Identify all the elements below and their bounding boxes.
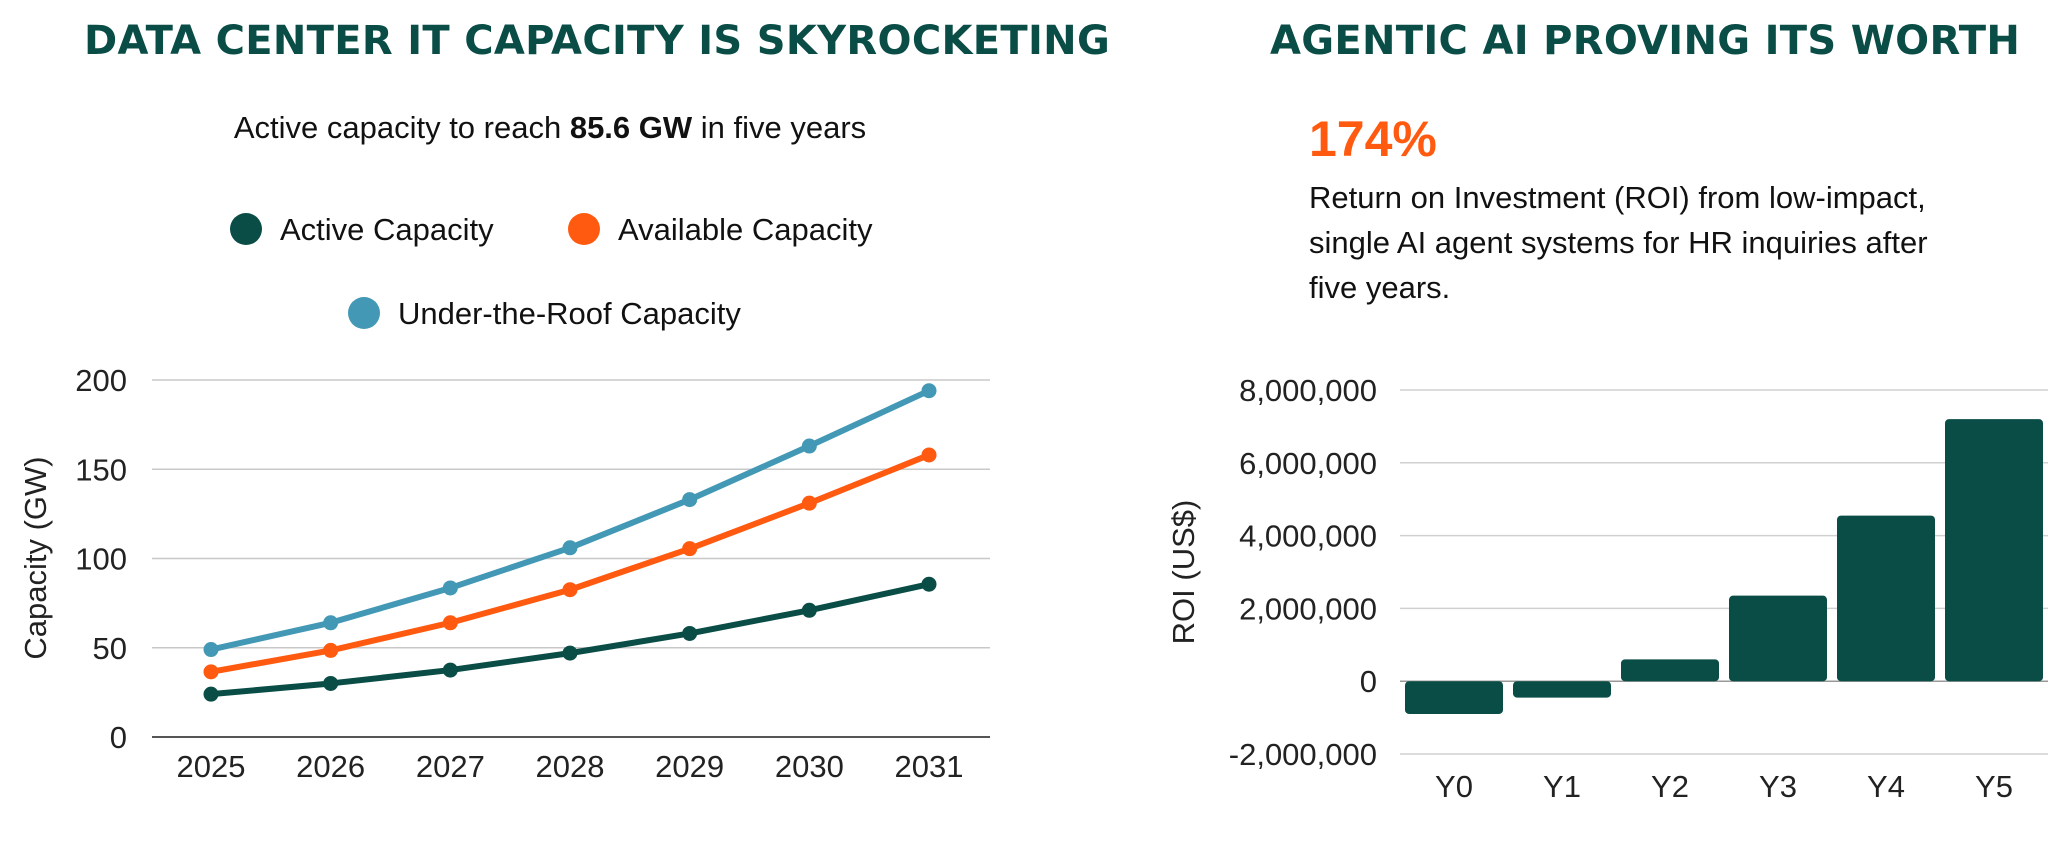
roi-bar	[1513, 681, 1611, 698]
data-point-under-roof	[203, 642, 219, 658]
legend-label-under-roof: Under-the-Roof Capacity	[398, 296, 741, 331]
legend-item-under-roof: Under-the-Roof Capacity	[348, 296, 741, 332]
bar-x-tick-label: Y2	[1651, 769, 1689, 804]
data-point-under-roof	[323, 615, 339, 631]
data-point-active	[203, 686, 219, 702]
bar-x-tick-label: Y1	[1543, 769, 1581, 804]
data-point-available	[562, 582, 578, 598]
data-point-available	[203, 664, 219, 680]
data-point-under-roof	[562, 540, 578, 556]
bar-y-tick-label: 0	[1360, 664, 1377, 699]
line-y-tick-label: 0	[110, 720, 127, 755]
legend-label-active: Active Capacity	[280, 212, 494, 247]
data-point-active	[442, 662, 458, 678]
roi-bar	[1945, 419, 2043, 682]
line-y-tick-label: 100	[75, 542, 127, 577]
subtitle-highlight: 85.6 GW	[569, 110, 693, 145]
line-y-tick-label: 200	[75, 363, 127, 398]
legend-item-active: Active Capacity	[230, 212, 494, 248]
bar-y-tick-label: 6,000,000	[1239, 446, 1377, 481]
roi-description: Return on Investment (ROI) from low-impa…	[1309, 180, 1928, 305]
data-point-under-roof	[921, 383, 937, 399]
line-x-tick-label: 2026	[296, 749, 365, 784]
data-point-under-roof	[801, 438, 817, 454]
data-point-available	[921, 447, 937, 463]
subtitle-suffix: in five years	[692, 110, 867, 145]
data-point-active	[323, 675, 339, 691]
line-y-tick-label: 150	[75, 452, 127, 487]
bar-x-tick-label: Y4	[1867, 769, 1905, 804]
bar-y-tick-label: 2,000,000	[1239, 591, 1377, 626]
legend-item-available: Available Capacity	[568, 212, 872, 248]
data-point-under-roof	[682, 492, 698, 508]
line-y-axis-title: Capacity (GW)	[18, 456, 53, 659]
data-point-active	[921, 576, 937, 592]
line-chart: 0 50 100 150 200 2025 2026 2027 2028 2029 2030 2031…	[18, 363, 990, 784]
data-point-active	[682, 625, 698, 641]
line-x-tick-label: 2025	[177, 749, 246, 784]
data-point-active	[801, 602, 817, 618]
line-x-tick-label: 2031	[895, 749, 964, 784]
line-x-tick-label: 2027	[416, 749, 485, 784]
right-chart-title: AGENTIC AI PROVING ITS WORTH	[1270, 18, 2021, 64]
data-point-active	[562, 645, 578, 661]
legend-dot-under-roof	[348, 296, 380, 329]
line-x-tick-label: 2030	[775, 749, 844, 784]
legend-label-available: Available Capacity	[618, 212, 873, 247]
line-x-tick-label: 2028	[536, 749, 605, 784]
bar-chart: -2,000,000 0 2,000,000 4,000,000 6,000,000 8,…	[1166, 373, 2048, 804]
bar-x-tick-label: Y5	[1975, 769, 2013, 804]
data-point-available	[442, 615, 458, 631]
legend-dot-active	[230, 212, 262, 245]
line-x-tick-label: 2029	[655, 749, 724, 784]
series-line-available	[208, 451, 932, 675]
bar-y-tick-label: 4,000,000	[1239, 519, 1377, 554]
roi-bar	[1729, 595, 1827, 682]
data-point-available	[682, 541, 698, 557]
bar-y-tick-label: 8,000,000	[1239, 373, 1377, 408]
series-line-active	[208, 581, 932, 698]
line-y-tick-label: 50	[93, 631, 127, 666]
bar-x-tick-label: Y0	[1435, 769, 1473, 804]
roi-bar	[1621, 659, 1719, 682]
subtitle-prefix: Active capacity to reach	[233, 110, 570, 145]
left-chart-title: DATA CENTER IT CAPACITY IS SKYROCKETING	[84, 18, 1111, 64]
bar-x-tick-label: Y3	[1759, 769, 1797, 804]
roi-bar	[1405, 681, 1503, 714]
roi-headline-number: 174%	[1309, 111, 1437, 167]
bar-y-tick-label: -2,000,000	[1229, 737, 1377, 772]
left-chart-subtitle: Active capacity to reach 85.6 GW in five…	[0, 110, 1100, 146]
data-point-under-roof	[442, 580, 458, 596]
legend-dot-available	[568, 212, 600, 245]
roi-bar	[1837, 515, 1935, 682]
data-point-available	[801, 495, 817, 511]
data-point-available	[323, 642, 339, 658]
bar-y-axis-title: ROI (US$)	[1166, 500, 1201, 645]
